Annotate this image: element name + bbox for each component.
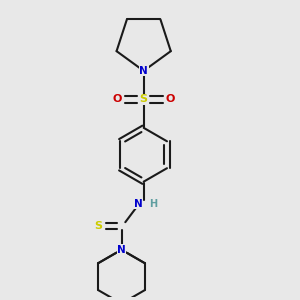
- Text: S: S: [140, 94, 148, 104]
- Text: N: N: [134, 199, 142, 209]
- Text: O: O: [113, 94, 122, 104]
- Text: O: O: [165, 94, 175, 104]
- Text: N: N: [117, 245, 126, 255]
- Text: N: N: [139, 66, 148, 76]
- Text: H: H: [149, 199, 157, 209]
- Text: S: S: [94, 221, 102, 231]
